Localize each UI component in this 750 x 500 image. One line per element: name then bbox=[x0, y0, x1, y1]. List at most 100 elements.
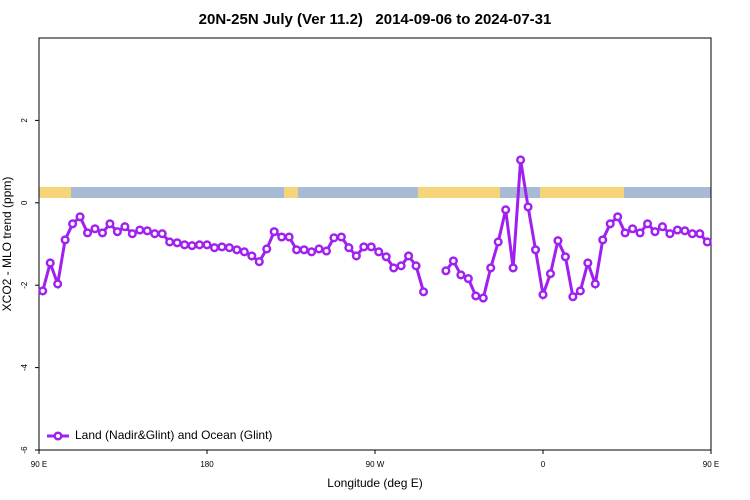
land-strip bbox=[418, 187, 500, 198]
data-point bbox=[194, 240, 205, 250]
data-point bbox=[53, 279, 63, 289]
data-point bbox=[329, 233, 339, 243]
data-point bbox=[575, 286, 585, 296]
data-point bbox=[687, 229, 697, 239]
data-point bbox=[217, 242, 227, 252]
data-point bbox=[508, 263, 518, 273]
data-point bbox=[396, 261, 406, 271]
data-point bbox=[635, 228, 645, 238]
data-point bbox=[269, 227, 279, 237]
data-point bbox=[127, 229, 137, 239]
data-point bbox=[665, 229, 675, 239]
data-point bbox=[538, 290, 548, 300]
land-strip bbox=[39, 187, 71, 198]
y-tick-label: -2 bbox=[20, 281, 29, 289]
x-tick-label: 180 bbox=[200, 460, 214, 469]
data-point bbox=[344, 243, 354, 253]
data-point bbox=[613, 212, 623, 222]
data-point bbox=[463, 274, 473, 284]
data-point bbox=[642, 219, 653, 229]
land-strip bbox=[540, 187, 624, 198]
data-point bbox=[568, 292, 578, 302]
data-point bbox=[351, 251, 361, 261]
data-point bbox=[142, 226, 152, 236]
data-point bbox=[105, 219, 115, 229]
y-axis-label: XCO2 - MLO trend (ppm) bbox=[0, 177, 14, 312]
data-point bbox=[672, 225, 682, 235]
data-point bbox=[598, 235, 608, 245]
data-point bbox=[60, 235, 70, 245]
data-point bbox=[605, 219, 615, 229]
data-point bbox=[45, 258, 55, 268]
chart-title: 20N-25N July (Ver 11.2) 2014-09-06 to 20… bbox=[199, 11, 552, 28]
data-point bbox=[374, 247, 384, 257]
data-point bbox=[82, 228, 93, 238]
data-point bbox=[97, 228, 108, 238]
x-axis-label: Longitude (deg E) bbox=[327, 476, 422, 490]
map-strip bbox=[39, 187, 711, 198]
data-point bbox=[501, 205, 511, 215]
data-point bbox=[553, 236, 563, 246]
x-tick-label: 90 E bbox=[703, 460, 719, 469]
x-tick-label: 90 W bbox=[366, 460, 385, 469]
data-point bbox=[150, 229, 160, 239]
x-tick-label: 90 E bbox=[31, 460, 47, 469]
data-point bbox=[314, 244, 324, 254]
data-point bbox=[180, 240, 190, 250]
y-tick-label: 2 bbox=[20, 118, 29, 123]
data-point bbox=[680, 226, 690, 236]
data-point bbox=[38, 286, 48, 296]
data-point bbox=[404, 251, 414, 261]
data-point bbox=[516, 155, 526, 165]
data-point bbox=[68, 219, 78, 229]
data-point bbox=[359, 242, 369, 252]
data-point bbox=[90, 224, 100, 234]
data-point bbox=[254, 257, 264, 267]
data-point bbox=[336, 232, 346, 242]
data-point bbox=[486, 263, 496, 273]
data-point bbox=[284, 232, 294, 242]
data-point bbox=[650, 227, 660, 237]
data-point bbox=[224, 243, 234, 253]
data-point bbox=[112, 227, 122, 237]
data-point bbox=[172, 238, 182, 248]
data-point bbox=[418, 287, 429, 297]
data-point bbox=[590, 279, 600, 289]
data-point bbox=[187, 241, 197, 251]
data-point bbox=[381, 252, 391, 262]
data-point bbox=[545, 269, 556, 279]
legend-label: Land (Nadir&Glint) and Ocean (Glint) bbox=[75, 428, 272, 442]
data-point bbox=[560, 252, 570, 262]
data-point bbox=[157, 229, 167, 239]
legend-marker bbox=[53, 431, 63, 441]
data-point bbox=[695, 229, 705, 239]
y-tick-label: 0 bbox=[20, 200, 29, 205]
data-point bbox=[202, 240, 212, 250]
land-strip bbox=[284, 187, 298, 198]
data-point bbox=[292, 245, 302, 255]
data-point bbox=[530, 245, 541, 255]
data-point bbox=[321, 246, 332, 256]
x-tick-label: 0 bbox=[541, 460, 546, 469]
data-point bbox=[657, 222, 668, 232]
data-point bbox=[232, 245, 242, 255]
data-point bbox=[120, 222, 130, 232]
data-point bbox=[471, 291, 481, 301]
data-point bbox=[702, 237, 712, 247]
data-point bbox=[262, 244, 272, 254]
data-point bbox=[448, 256, 458, 266]
data-point bbox=[135, 225, 145, 235]
data-point bbox=[389, 263, 399, 273]
data-point bbox=[366, 242, 376, 252]
plot-frame bbox=[38, 37, 712, 451]
data-point bbox=[277, 232, 287, 242]
data-point bbox=[523, 202, 533, 212]
data-point bbox=[75, 212, 85, 222]
data-point bbox=[456, 270, 466, 280]
data-point bbox=[493, 237, 503, 247]
data-point bbox=[247, 251, 257, 261]
ocean-strip bbox=[39, 187, 711, 198]
data-point bbox=[306, 247, 317, 257]
y-tick-label: -4 bbox=[20, 363, 29, 371]
